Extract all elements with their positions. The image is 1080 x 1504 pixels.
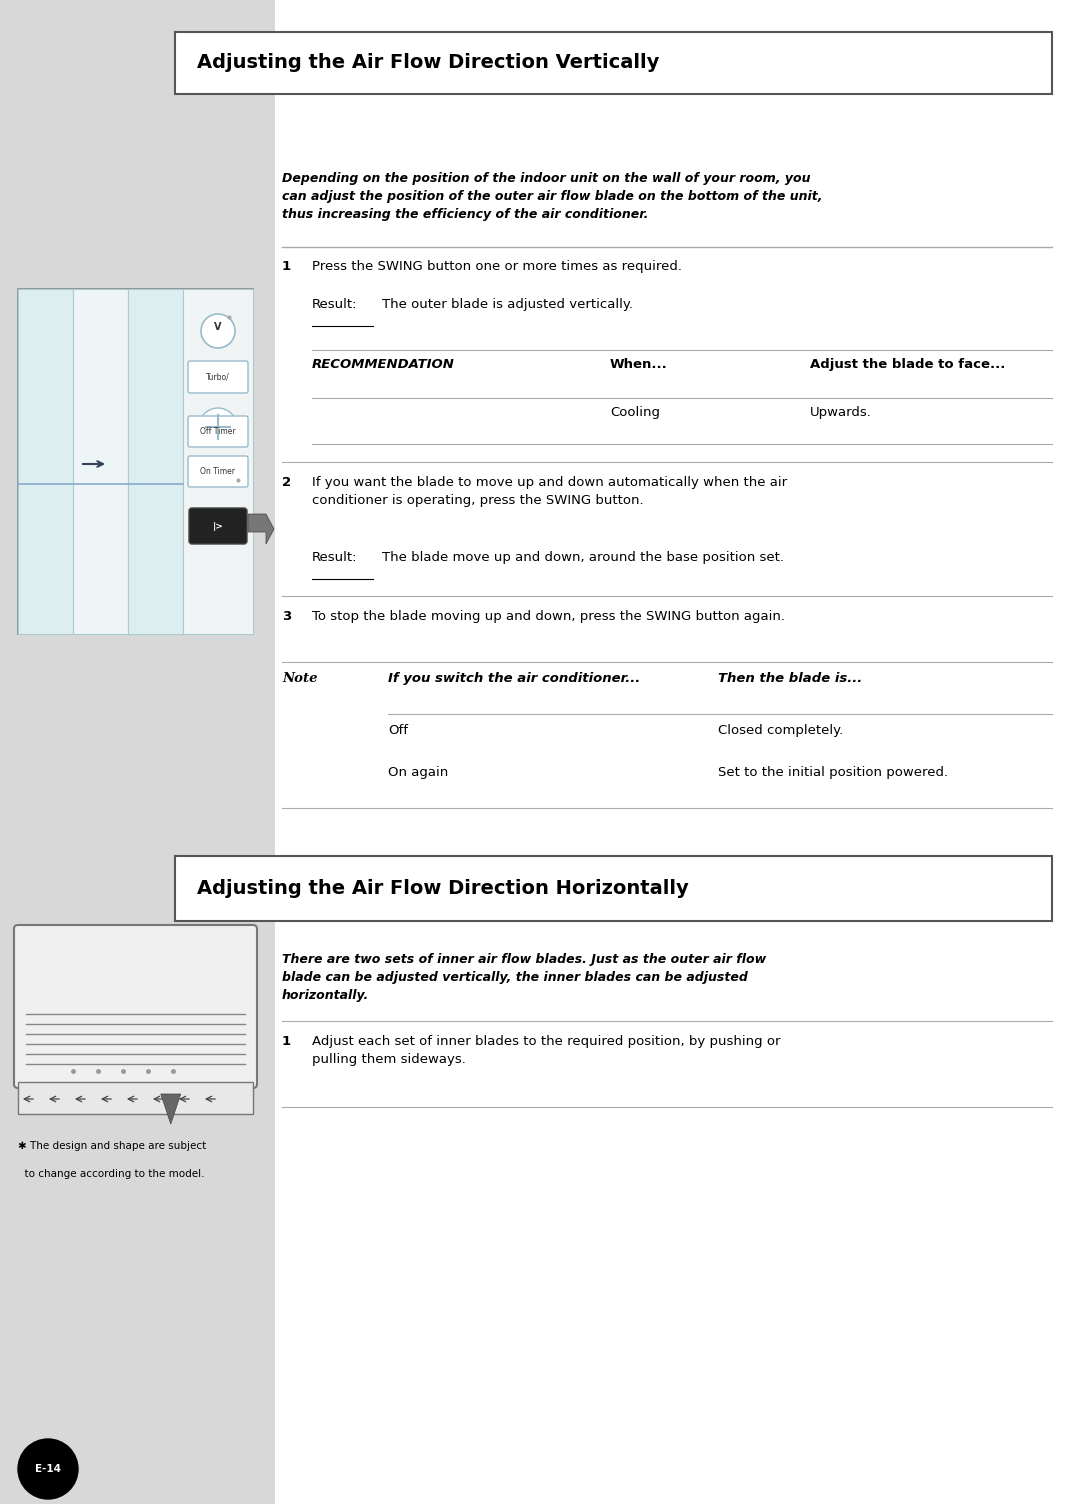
Text: Off: Off: [388, 723, 408, 737]
Text: The blade move up and down, around the base position set.: The blade move up and down, around the b…: [382, 550, 784, 564]
Polygon shape: [161, 1093, 180, 1123]
Text: Press the SWING button one or more times as required.: Press the SWING button one or more times…: [312, 260, 681, 274]
FancyBboxPatch shape: [183, 289, 253, 635]
FancyBboxPatch shape: [18, 289, 253, 635]
Text: Upwards.: Upwards.: [810, 406, 872, 420]
Text: RECOMMENDATION: RECOMMENDATION: [312, 358, 455, 371]
Text: Turbo/: Turbo/: [206, 373, 230, 382]
Text: The outer blade is adjusted vertically.: The outer blade is adjusted vertically.: [382, 298, 633, 311]
Text: If you switch the air conditioner...: If you switch the air conditioner...: [388, 672, 640, 684]
FancyBboxPatch shape: [188, 361, 248, 393]
Text: to change according to the model.: to change according to the model.: [18, 1169, 204, 1179]
Text: On Timer: On Timer: [201, 468, 235, 477]
Circle shape: [201, 314, 235, 347]
Text: |>: |>: [213, 522, 224, 531]
Text: 1: 1: [282, 260, 292, 274]
Text: Then the blade is...: Then the blade is...: [718, 672, 862, 684]
FancyBboxPatch shape: [188, 417, 248, 447]
FancyBboxPatch shape: [175, 32, 1052, 93]
Circle shape: [18, 1439, 78, 1499]
Circle shape: [199, 408, 237, 447]
Polygon shape: [248, 514, 274, 544]
Text: There are two sets of inner air flow blades. Just as the outer air flow
blade ca: There are two sets of inner air flow bla…: [282, 954, 766, 1002]
Text: Set to the initial position powered.: Set to the initial position powered.: [718, 766, 948, 779]
FancyBboxPatch shape: [129, 289, 183, 635]
FancyBboxPatch shape: [175, 856, 1052, 920]
Text: V: V: [214, 322, 221, 332]
FancyBboxPatch shape: [189, 508, 247, 544]
Text: Depending on the position of the indoor unit on the wall of your room, you
can a: Depending on the position of the indoor …: [282, 171, 823, 221]
Text: Closed completely.: Closed completely.: [718, 723, 843, 737]
FancyBboxPatch shape: [14, 925, 257, 1087]
Text: When...: When...: [610, 358, 667, 371]
Text: Result:: Result:: [312, 298, 357, 311]
Text: 1: 1: [282, 1035, 292, 1048]
Text: Result:: Result:: [312, 550, 357, 564]
Text: E-14: E-14: [35, 1463, 60, 1474]
Text: Cooling: Cooling: [610, 406, 660, 420]
Text: 2: 2: [282, 475, 292, 489]
Text: To stop the blade moving up and down, press the SWING button again.: To stop the blade moving up and down, pr…: [312, 611, 785, 623]
Text: 3: 3: [282, 611, 292, 623]
FancyBboxPatch shape: [18, 289, 73, 635]
Text: ✱ The design and shape are subject: ✱ The design and shape are subject: [18, 1142, 206, 1151]
FancyBboxPatch shape: [18, 1081, 253, 1114]
Text: If you want the blade to move up and down automatically when the air
conditioner: If you want the blade to move up and dow…: [312, 475, 787, 507]
Text: Adjust each set of inner blades to the required position, by pushing or
pulling : Adjust each set of inner blades to the r…: [312, 1035, 781, 1066]
Text: On again: On again: [388, 766, 448, 779]
Text: Note: Note: [282, 672, 318, 684]
FancyBboxPatch shape: [0, 0, 275, 1504]
Text: Adjust the blade to face...: Adjust the blade to face...: [810, 358, 1005, 371]
Text: Adjusting the Air Flow Direction Horizontally: Adjusting the Air Flow Direction Horizon…: [197, 878, 689, 898]
Text: Off Timer: Off Timer: [200, 427, 235, 436]
Text: Adjusting the Air Flow Direction Vertically: Adjusting the Air Flow Direction Vertica…: [197, 54, 660, 72]
FancyBboxPatch shape: [275, 0, 1080, 1504]
FancyBboxPatch shape: [188, 456, 248, 487]
FancyBboxPatch shape: [73, 289, 129, 635]
